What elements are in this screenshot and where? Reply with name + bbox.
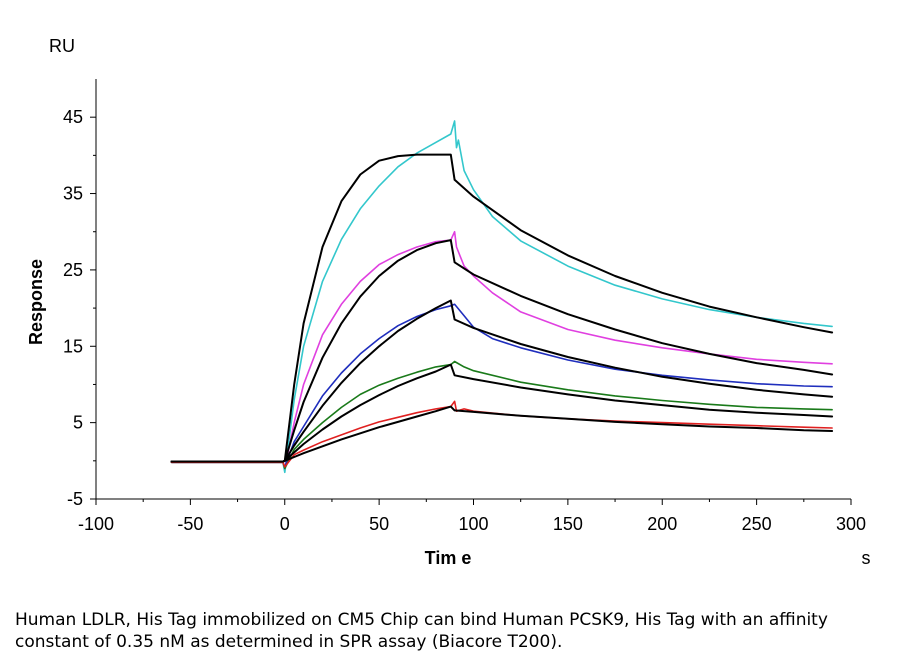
x-tick-label: -50: [177, 514, 203, 534]
series-line-5: [170, 303, 833, 468]
series-line-7: [170, 360, 833, 470]
x-tick-label: -100: [78, 514, 114, 534]
y-axis-title: Response: [26, 259, 46, 345]
x-tick-label: 300: [836, 514, 866, 534]
series-line-2: [170, 153, 834, 463]
y-tick-label: 5: [73, 413, 83, 433]
x-tick-label: 0: [280, 514, 290, 534]
y-tick-label: 25: [63, 260, 83, 280]
series-line-1: [170, 120, 833, 474]
series-line-6: [170, 299, 834, 463]
y-tick-label: 15: [63, 336, 83, 356]
x-tick-label: 250: [742, 514, 772, 534]
x-tick-label: 150: [553, 514, 583, 534]
y-tick-label: -5: [67, 489, 83, 509]
y-unit-label: RU: [49, 36, 75, 56]
x-tick-label: 200: [647, 514, 677, 534]
x-axis-title: Tim e: [425, 548, 472, 568]
series-layer: [170, 120, 834, 474]
x-unit-label: s: [862, 548, 871, 568]
figure-caption: Human LDLR, His Tag immobilized on CM5 C…: [15, 610, 828, 652]
series-line-10: [170, 405, 834, 463]
axes: -5 5 15 25 35 45 -100 -50 0 50 100 150 200 250 300: [63, 79, 866, 534]
series-line-3: [170, 230, 833, 470]
series-line-8: [170, 363, 834, 463]
series-line-4: [170, 239, 834, 463]
y-tick-label: 45: [63, 107, 83, 127]
x-tick-label: 50: [369, 514, 389, 534]
x-tick-label: 100: [458, 514, 488, 534]
y-tick-label: 35: [63, 184, 83, 204]
